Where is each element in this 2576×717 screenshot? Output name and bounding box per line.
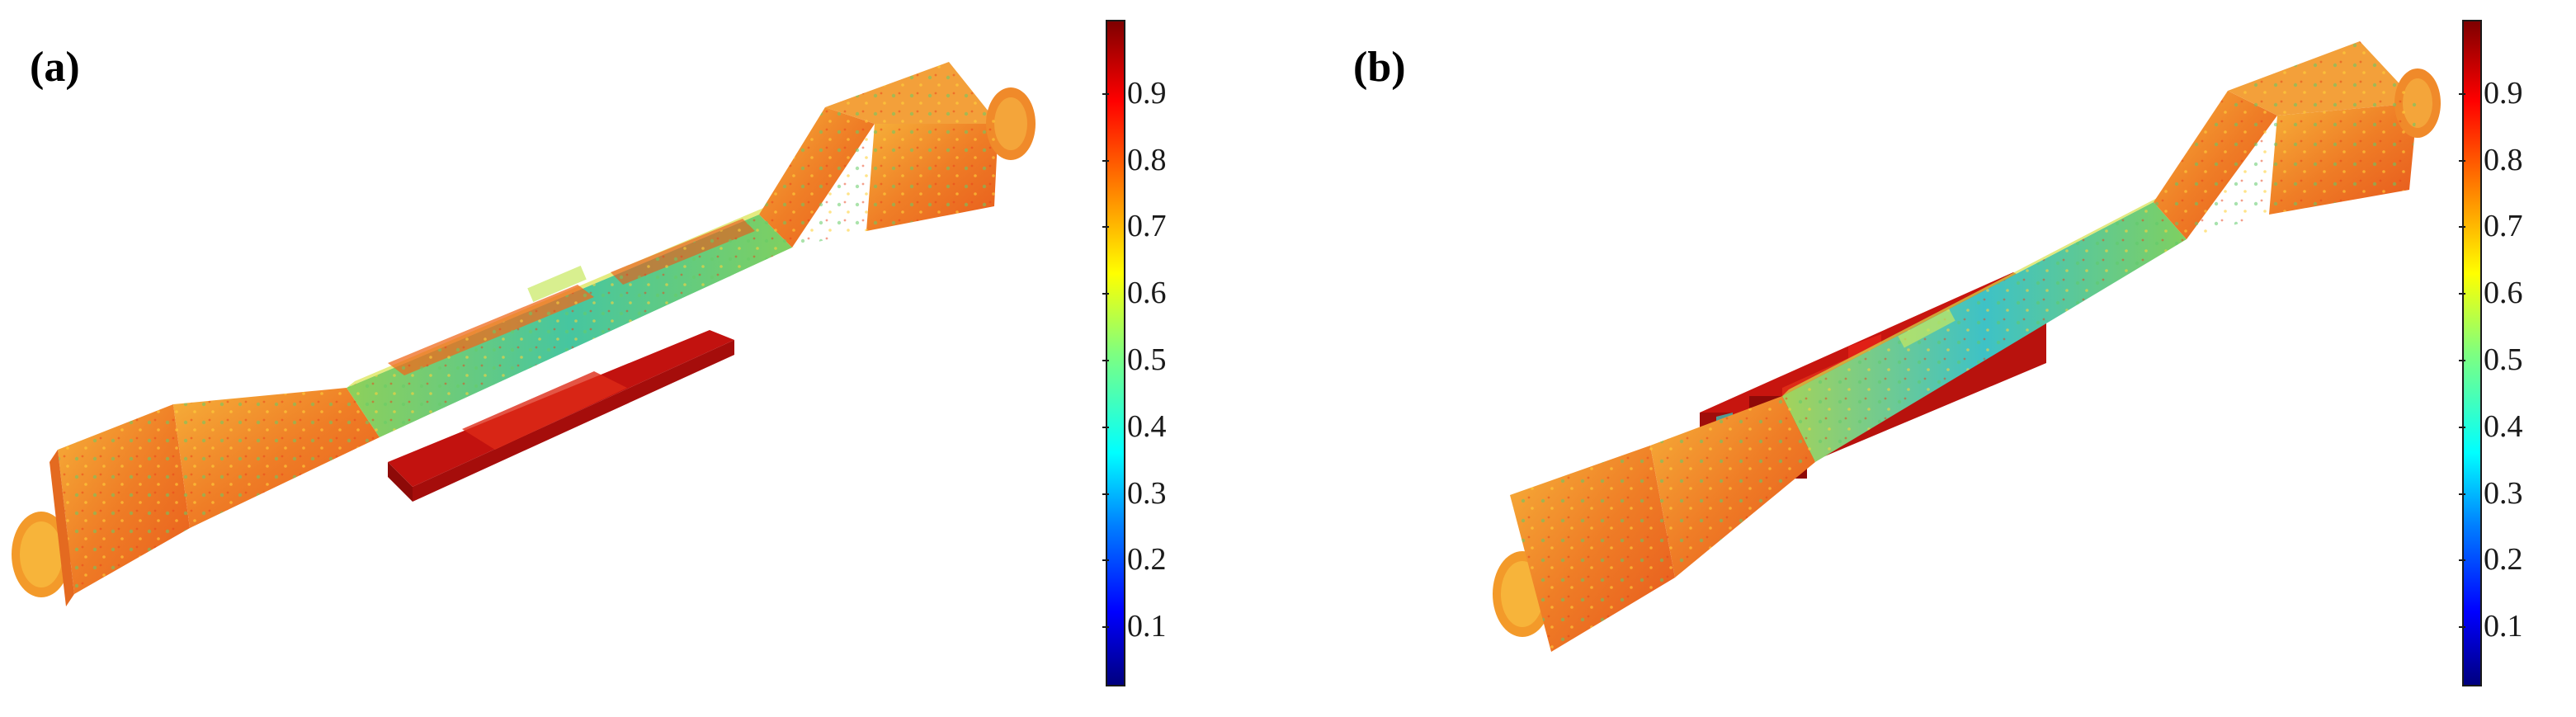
colorbar-tick-label: 0.2 — [2459, 542, 2523, 578]
panel-label-b: (b) — [1353, 44, 1406, 91]
colorbar-ticks-a: 0.9 0.8 0.7 0.6 0.5 0.4 0.3 0.2 0.1 — [1102, 20, 1234, 686]
colorbar-tick-label: 0.8 — [2459, 142, 2523, 177]
colorbar-tick-label: 0.3 — [1102, 475, 1167, 511]
colorbar-tick-label: 0.9 — [1102, 75, 1167, 111]
colorbar-a — [1106, 20, 1125, 686]
specimen-body-b — [1493, 41, 2441, 652]
colorbar-tick-label: 0.4 — [2459, 408, 2523, 444]
colorbar-tick-label: 0.4 — [1102, 408, 1167, 444]
panel-label-a: (a) — [30, 44, 80, 91]
colorbar-tick-label: 0.7 — [1102, 209, 1167, 244]
colorbar-tick-label: 0.6 — [1102, 276, 1167, 311]
colorbar-tick-label: 0.7 — [2459, 209, 2523, 244]
colorbar-tick-label: 0.5 — [1102, 342, 1167, 378]
colorbar-tick-label: 0.9 — [2459, 75, 2523, 111]
colorbar-tick-label: 0.2 — [1102, 542, 1167, 578]
colorbar-b — [2462, 20, 2482, 686]
colorbar-tick-label: 0.3 — [2459, 475, 2523, 511]
colorbar-ticks-b: 0.9 0.8 0.7 0.6 0.5 0.4 0.3 0.2 0.1 — [2459, 20, 2574, 686]
colorbar-tick-label: 0.1 — [1102, 609, 1167, 644]
insert-block-a — [388, 330, 734, 502]
colorbar-tick-label: 0.5 — [2459, 342, 2523, 378]
colorbar-tick-label: 0.6 — [2459, 276, 2523, 311]
colorbar-tick-label: 0.1 — [2459, 609, 2523, 644]
colorbar-tick-label: 0.8 — [1102, 142, 1167, 177]
specimen-render-b — [1493, 41, 2441, 652]
specimen-render-a — [12, 62, 1036, 606]
specimen-body-a — [12, 62, 1036, 606]
